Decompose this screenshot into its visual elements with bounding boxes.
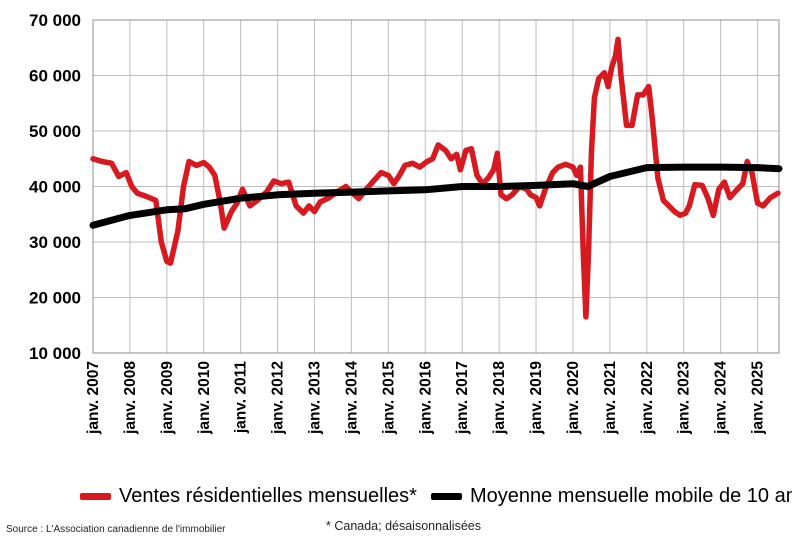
x-axis-tick-labels: janv. 2007 janv. 2008 janv. 2009 janv. 2010… (85, 361, 767, 435)
legend: Ventes résidentielles mensuelles* Moyenn… (80, 483, 792, 509)
x-tick-label: janv. 2010 (196, 361, 213, 435)
x-tick-label: janv. 2015 (380, 361, 397, 435)
y-tick-label: 10 000 (29, 344, 81, 363)
y-tick-label: 20 000 (29, 289, 81, 308)
x-tick-label: janv. 2013 (307, 361, 324, 435)
line-chart: 10 000 20 000 30 000 40 000 50 000 60 000 70 0… (29, 11, 783, 435)
footnote: * Canada; désaisonnalisées (326, 519, 481, 533)
series-lines (89, 36, 783, 320)
x-tick-label: janv. 2014 (343, 361, 360, 435)
x-tick-label: janv. 2009 (159, 361, 176, 435)
series-line-ventes (90, 36, 781, 320)
legend-label-moyenne: Moyenne mensuelle mobile de 10 ans* (469, 484, 792, 507)
x-tick-label: janv. 2007 (85, 361, 102, 435)
x-tick-label: janv. 2020 (565, 361, 582, 435)
x-tick-label: janv. 2016 (417, 361, 434, 435)
y-tick-label: 40 000 (29, 178, 81, 197)
x-tick-label: janv. 2025 (750, 361, 767, 435)
x-tick-label: janv. 2011 (233, 361, 250, 434)
x-tick-label: janv. 2024 (713, 361, 730, 435)
source-note: Source : L'Association canadienne de l'i… (6, 524, 226, 535)
plot-area-frame (92, 19, 780, 354)
y-tick-label: 60 000 (29, 67, 81, 86)
y-axis-tick-labels: 10 000 20 000 30 000 40 000 50 000 60 000 70 0… (29, 11, 81, 363)
x-tick-label: janv. 2021 (602, 361, 619, 435)
y-tick-label: 30 000 (29, 233, 81, 252)
x-tick-label: janv. 2023 (676, 361, 693, 435)
x-tick-label: janv. 2019 (528, 361, 545, 435)
x-tick-label: janv. 2012 (270, 361, 287, 435)
x-tick-label: janv. 2018 (491, 361, 508, 435)
legend-item-moyenne: Moyenne mensuelle mobile de 10 ans* (430, 484, 792, 508)
series-line-moyenne (89, 163, 783, 229)
legend-swatch-moyenne (430, 492, 462, 500)
x-tick-label: janv. 2022 (639, 361, 656, 435)
x-tick-label: janv. 2008 (122, 361, 139, 435)
legend-item-ventes: Ventes résidentielles mensuelles* (80, 485, 417, 508)
legend-swatch-ventes (80, 492, 111, 500)
legend-label-ventes: Ventes résidentielles mensuelles* (119, 484, 417, 507)
y-tick-label: 70 000 (29, 11, 81, 30)
y-tick-label: 50 000 (29, 122, 81, 141)
x-tick-label: janv. 2017 (454, 361, 471, 435)
